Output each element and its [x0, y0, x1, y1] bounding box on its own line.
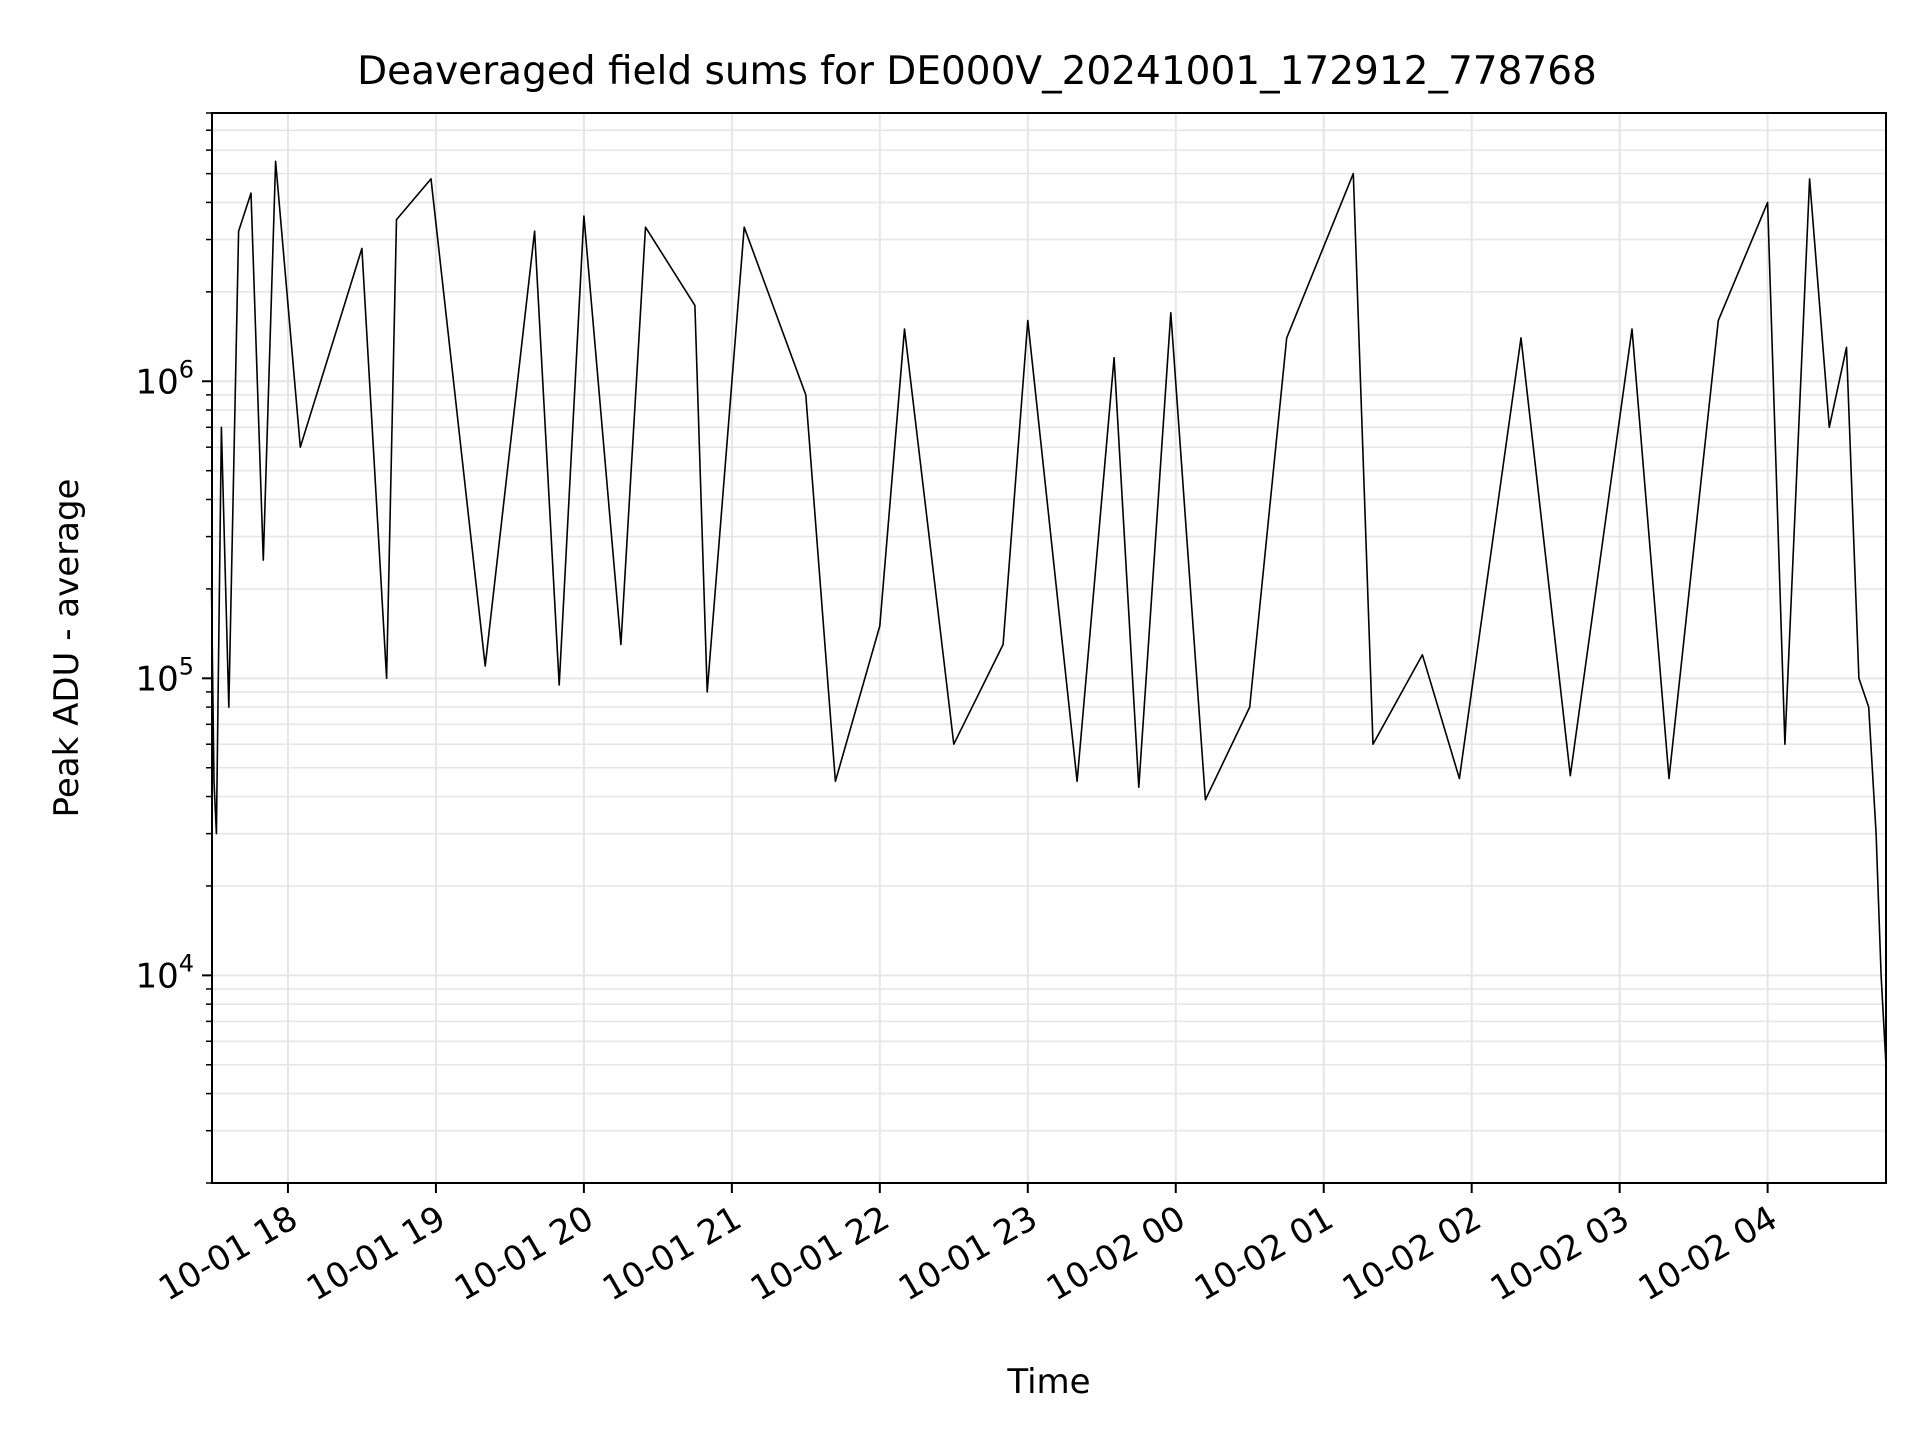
series-layer — [210, 160, 1887, 1065]
chart-title: Deaveraged field sums for DE000V_2024100… — [357, 49, 1597, 94]
y-axis: 104 105 106 — [135, 112, 212, 1184]
grid — [212, 112, 1886, 1184]
y-tick-label: 106 — [135, 355, 194, 402]
x-axis-label: Time — [1006, 1362, 1090, 1402]
y-tick-label: 105 — [135, 652, 194, 699]
plot-frame — [211, 112, 1887, 1184]
y-tick-label: 104 — [135, 949, 194, 996]
y-axis-label: Peak ADU - average — [47, 479, 87, 818]
series-line — [210, 160, 1887, 1065]
